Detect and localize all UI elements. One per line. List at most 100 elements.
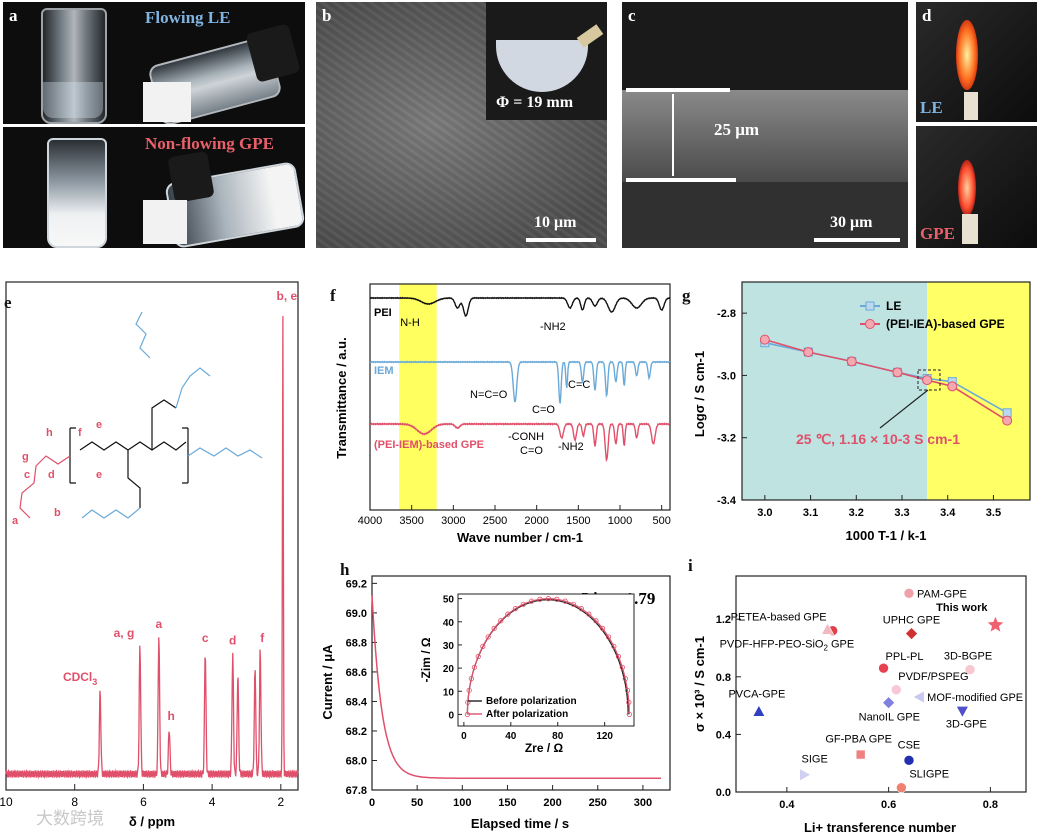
g-y-tick: -3.2 bbox=[717, 433, 736, 445]
e-peak-label: a, g bbox=[114, 626, 135, 640]
e-tick-label: 10 bbox=[0, 795, 13, 809]
g-x-tick: 3.4 bbox=[940, 507, 956, 519]
i-point-label: PETEA-based GPE bbox=[731, 612, 827, 624]
i-point-label: PAM-GPE bbox=[917, 588, 967, 600]
h-inset-y-tick: 40 bbox=[443, 618, 455, 629]
h-y-tick: 69.2 bbox=[346, 578, 367, 590]
panel-c-sem: 25 μm 30 μm c bbox=[622, 2, 908, 248]
scale-label-c: 30 μm bbox=[830, 214, 873, 231]
e-tick-label: 4 bbox=[209, 795, 216, 809]
svg-text:e: e bbox=[96, 469, 102, 481]
i-point-label: 3D-GPE bbox=[946, 718, 987, 730]
i-x-tick: 0.8 bbox=[983, 799, 998, 811]
i-point bbox=[964, 664, 976, 675]
label-d-gpe: GPE bbox=[920, 224, 955, 243]
panel-a-photo: Flowing LE Non-flowing GPE a bbox=[3, 2, 305, 248]
svg-text:C=O: C=O bbox=[520, 445, 543, 457]
vial-gpe-upright bbox=[47, 138, 107, 248]
i-y-tick: 0.8 bbox=[716, 672, 731, 684]
f-tick-label: 500 bbox=[652, 515, 670, 527]
i-y-tick: 0.4 bbox=[716, 729, 732, 741]
e-tick-label: 2 bbox=[277, 795, 284, 809]
panel-f-label: f bbox=[330, 286, 336, 305]
g-annotation: 25 ℃, 1.16 × 10-3 S cm-1 bbox=[796, 431, 960, 447]
h-inset-marker bbox=[491, 625, 497, 631]
i-x-tick: 0.6 bbox=[881, 799, 896, 811]
i-point-label: SIGE bbox=[802, 754, 828, 766]
thickness-label: 25 μm bbox=[714, 120, 760, 139]
i-point bbox=[890, 684, 902, 696]
svg-text:b: b bbox=[54, 507, 61, 519]
i-y-tick: 0.0 bbox=[716, 787, 731, 799]
i-ylabel: σ × 10³ / S cm-1 bbox=[692, 636, 707, 732]
i-point-label: 3D-BGPE bbox=[944, 651, 992, 663]
i-x-tick: 0.4 bbox=[779, 799, 795, 811]
f-tick-label: 4000 bbox=[358, 515, 382, 527]
inset-membrane-photo: Φ = 19 mm bbox=[486, 2, 607, 120]
i-point bbox=[903, 587, 915, 599]
h-x-tick: 250 bbox=[589, 797, 607, 809]
h-inset-marker bbox=[593, 618, 599, 624]
f-tick-label: 1000 bbox=[608, 515, 632, 527]
svg-text:C=C: C=C bbox=[568, 379, 590, 391]
svg-text:(PEI-IEA)-based GPE: (PEI-IEA)-based GPE bbox=[886, 317, 1005, 331]
h-y-tick: 68.6 bbox=[346, 667, 367, 679]
h-inset-marker bbox=[512, 606, 519, 612]
f-tick-label: 3000 bbox=[441, 515, 465, 527]
i-point-label: SLIGPE bbox=[909, 769, 949, 781]
panel-h-current: 0 50 100 150 200 250 30067.868.068.268.468.668… bbox=[320, 575, 671, 831]
h-inset-legend-after: After polarization bbox=[486, 709, 568, 720]
h-inset-x-tick: 80 bbox=[552, 731, 564, 742]
svg-text:f: f bbox=[78, 427, 82, 439]
g-region bbox=[742, 282, 928, 500]
g-point-gpe bbox=[922, 375, 933, 386]
g-x-tick: 3.1 bbox=[803, 507, 818, 519]
g-point-gpe bbox=[1002, 415, 1013, 426]
f-tick-label: 2500 bbox=[483, 515, 507, 527]
h-inset-y-tick: 0 bbox=[448, 710, 454, 721]
h-x-tick: 300 bbox=[634, 797, 652, 809]
svg-text:LE: LE bbox=[886, 299, 901, 313]
panel-f-ftir: 4000 3500 3000 2500 2000 1500 1000 500 N-H PEI … bbox=[334, 283, 671, 545]
g-x-tick: 3.0 bbox=[757, 507, 772, 519]
i-y-tick: 1.2 bbox=[716, 614, 731, 626]
i-point-label: PVDF-HFP-PEO-SiO2 GPE bbox=[720, 638, 855, 652]
inset-diameter-label: Φ = 19 mm bbox=[496, 94, 574, 111]
g-y-tick: -3.4 bbox=[717, 495, 737, 507]
i-xlabel: Li+ transference number bbox=[804, 820, 956, 835]
h-y-tick: 68.8 bbox=[346, 637, 367, 649]
g-legend: LE (PEI-IEA)-based GPE bbox=[860, 299, 1005, 331]
f-ylabel: Transmittance / a.u. bbox=[334, 337, 349, 458]
scale-bar-c bbox=[814, 238, 900, 242]
h-inset-ylabel: -Zim / Ω bbox=[419, 637, 433, 682]
g-y-tick: -3.0 bbox=[717, 370, 736, 382]
panel-b-label: b bbox=[322, 6, 332, 25]
i-point bbox=[896, 782, 907, 793]
e-peak-label: h bbox=[168, 709, 175, 723]
h-y-tick: 68.0 bbox=[346, 755, 367, 767]
scale-bar-b bbox=[526, 238, 596, 242]
e-peak-label: a bbox=[156, 617, 163, 631]
i-point-label: PPL-PL bbox=[886, 651, 924, 663]
i-point bbox=[882, 696, 896, 710]
h-inset-marker bbox=[475, 653, 481, 660]
h-inset-marker bbox=[605, 634, 612, 640]
panel-a-label: a bbox=[9, 6, 18, 25]
e-tick-label: 6 bbox=[140, 795, 147, 809]
h-x-tick: 50 bbox=[411, 797, 423, 809]
panel-c-label: c bbox=[628, 6, 636, 25]
h-inset-y-tick: 10 bbox=[443, 687, 455, 698]
panel-h-label: h bbox=[340, 560, 350, 579]
panel-e-label: e bbox=[4, 293, 12, 312]
g-x-tick: 3.3 bbox=[894, 507, 909, 519]
f-band-label: N-H bbox=[400, 317, 420, 329]
i-point bbox=[855, 749, 866, 760]
e-xlabel: δ / ppm bbox=[129, 814, 175, 829]
h-inset-marker bbox=[619, 664, 625, 670]
f-tick-label: 2000 bbox=[524, 515, 548, 527]
h-inset-series bbox=[466, 597, 630, 715]
svg-text:a: a bbox=[12, 515, 19, 527]
i-point bbox=[752, 704, 766, 717]
i-point bbox=[905, 627, 918, 641]
